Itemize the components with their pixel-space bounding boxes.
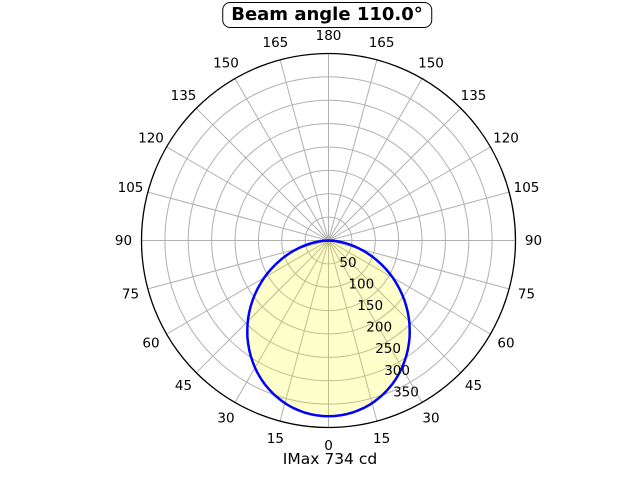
angle-gridline (147, 191, 329, 241)
angle-label: 105 (514, 180, 540, 196)
angle-label: 135 (171, 88, 197, 104)
angle-gridline (195, 107, 329, 241)
angle-label: 120 (493, 131, 519, 147)
angle-gridline (279, 59, 329, 241)
radial-label: 350 (393, 384, 419, 400)
angle-gridline (234, 78, 329, 241)
radial-label: 200 (366, 320, 392, 336)
angle-gridline (166, 240, 329, 335)
radial-label: 250 (375, 341, 401, 357)
angle-label: 165 (369, 35, 395, 51)
angle-gridline (328, 78, 423, 241)
angle-label: 135 (461, 88, 487, 104)
angle-label: 150 (213, 56, 239, 72)
angle-gridline (328, 240, 462, 374)
angle-label: 30 (422, 411, 439, 427)
angle-label: 105 (118, 180, 144, 196)
angle-gridline (328, 240, 423, 403)
angle-label: 150 (418, 56, 444, 72)
angle-label: 75 (122, 286, 139, 302)
angle-gridline (328, 240, 378, 422)
angle-gridline (328, 59, 378, 241)
radial-label: 150 (357, 298, 383, 314)
angle-label: 60 (142, 336, 159, 352)
angle-label: 30 (217, 411, 234, 427)
angle-label: 15 (267, 431, 284, 447)
angle-gridline (279, 240, 329, 422)
angle-label: 180 (316, 28, 342, 44)
outer-ring (140, 52, 517, 429)
angle-gridline (328, 191, 510, 241)
radial-label: 300 (384, 363, 410, 379)
chart-title-box: Beam angle 110.0° (222, 2, 432, 28)
angle-gridline (328, 107, 462, 241)
angle-label: 45 (465, 378, 482, 394)
angle-label: 60 (497, 336, 514, 352)
angle-gridline (234, 240, 329, 403)
radial-label: 50 (339, 255, 356, 271)
angle-label: 90 (115, 233, 132, 249)
beam-curve (246, 239, 411, 418)
angle-gridline (166, 146, 329, 241)
angle-label: 90 (525, 233, 542, 249)
chart-title: Beam angle 110.0° (231, 4, 423, 25)
angle-label: 75 (518, 286, 535, 302)
angle-label: 165 (263, 35, 289, 51)
radial-label: 100 (348, 276, 374, 292)
angle-label: 45 (175, 378, 192, 394)
angle-gridline (195, 240, 329, 374)
imax-caption: IMax 734 cd (282, 450, 378, 468)
angle-label: 0 (324, 438, 333, 454)
angle-label: 120 (138, 131, 164, 147)
angle-gridline (328, 146, 491, 241)
angle-label: 15 (373, 431, 390, 447)
angle-gridline (328, 240, 491, 335)
